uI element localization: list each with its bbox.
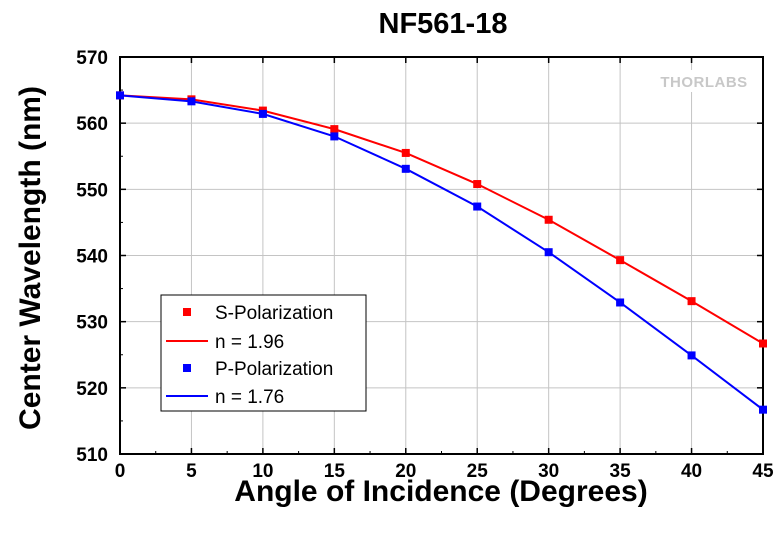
data-point xyxy=(330,132,339,141)
x-tick-label: 15 xyxy=(324,461,346,482)
legend-label: n = 1.96 xyxy=(215,332,284,353)
data-point xyxy=(616,298,625,307)
x-tick-label: 20 xyxy=(395,461,416,482)
data-point xyxy=(473,180,482,189)
data-point xyxy=(616,256,625,265)
legend-label: n = 1.76 xyxy=(215,387,284,408)
y-axis-label: Center Wavelength (nm) xyxy=(14,86,47,430)
chart-title: NF561-18 xyxy=(379,8,508,40)
legend-label: S-Polarization xyxy=(215,303,333,324)
series-line xyxy=(119,94,764,411)
data-point xyxy=(544,248,553,257)
x-tick-label: 30 xyxy=(538,461,559,482)
y-tick-label: 570 xyxy=(76,48,108,69)
x-tick-label: 5 xyxy=(186,461,197,482)
y-tick-label: 540 xyxy=(76,247,108,268)
y-tick-label: 510 xyxy=(76,445,108,466)
data-point xyxy=(401,164,410,173)
y-tick-label: 550 xyxy=(76,180,108,201)
x-tick-label: 35 xyxy=(610,461,632,482)
legend-label: P-Polarization xyxy=(215,359,333,380)
x-tick-label: 25 xyxy=(467,461,489,482)
series-line xyxy=(119,94,764,345)
x-tick-label: 40 xyxy=(681,461,702,482)
x-tick-label: 10 xyxy=(252,461,273,482)
data-point xyxy=(759,339,767,348)
y-tick-label: 530 xyxy=(76,313,108,334)
data-point xyxy=(544,215,553,224)
x-tick-label: 45 xyxy=(752,461,774,482)
y-tick-label: 560 xyxy=(76,114,108,135)
y-tick-label: 520 xyxy=(76,379,108,400)
series-layer xyxy=(116,91,767,414)
data-point xyxy=(759,405,767,414)
data-point xyxy=(401,148,410,157)
data-point xyxy=(187,97,196,106)
x-tick-label: 0 xyxy=(115,461,126,482)
data-point xyxy=(116,91,124,100)
data-point xyxy=(330,125,339,134)
legend-marker xyxy=(183,308,191,316)
thorlabs-logo: THORLABS xyxy=(656,70,752,92)
data-point xyxy=(258,109,267,118)
x-axis-label: Angle of Incidence (Degrees) xyxy=(234,475,647,508)
logo-text: THORLABS xyxy=(660,74,747,91)
data-point xyxy=(687,297,696,306)
data-point xyxy=(473,202,482,211)
data-point xyxy=(687,351,696,360)
legend: S-Polarization n = 1.96 P-Polarization n = … xyxy=(160,294,367,412)
legend-marker xyxy=(183,364,191,372)
